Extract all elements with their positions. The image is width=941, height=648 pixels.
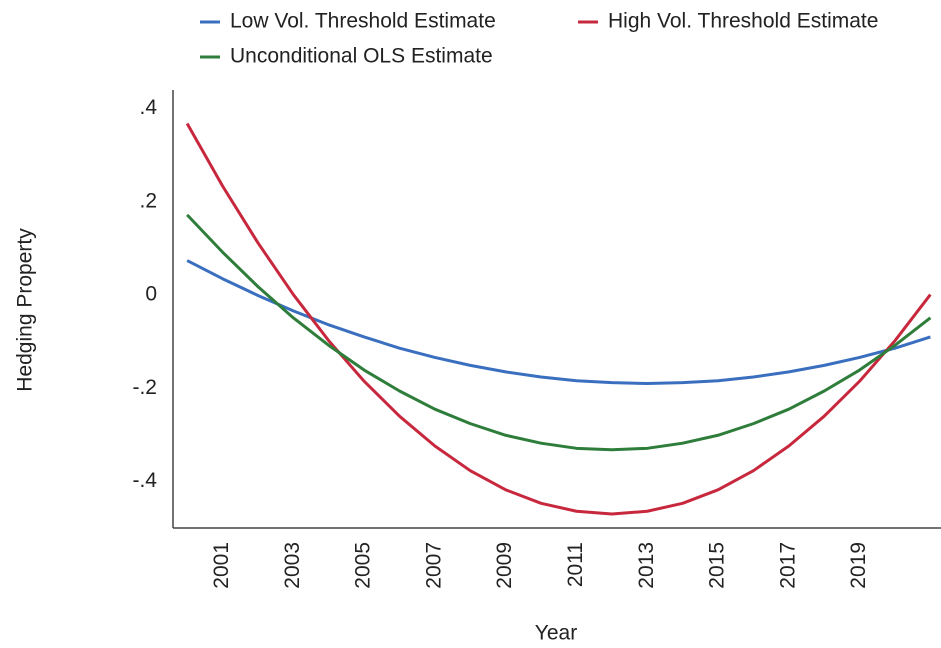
- legend-label: High Vol. Threshold Estimate: [608, 10, 878, 33]
- legend-label: Low Vol. Threshold Estimate: [230, 10, 496, 33]
- x-tick-label: 2013: [635, 542, 658, 589]
- y-tick-label: .4: [139, 96, 157, 119]
- series-line: [186, 213, 932, 452]
- x-tick-label: 2007: [422, 542, 445, 589]
- x-tick-label: 2011: [564, 542, 587, 587]
- y-tick-label: 0: [145, 283, 157, 306]
- x-tick-label: 2019: [847, 542, 870, 589]
- series-line: [185, 122, 932, 516]
- y-tick-label: -.2: [132, 376, 157, 399]
- y-axis-label: Hedging Property: [14, 228, 37, 392]
- x-tick-label: 2009: [493, 542, 516, 589]
- x-tick-label: 2005: [352, 542, 375, 589]
- y-tick-label: .2: [139, 189, 157, 212]
- legend-label: Unconditional OLS Estimate: [230, 45, 493, 68]
- x-tick-label: 2003: [281, 542, 304, 589]
- x-tick-label: 2001: [210, 542, 233, 589]
- x-tick-label: 2015: [706, 542, 729, 589]
- y-tick-label: -.4: [132, 469, 157, 492]
- x-axis-label: Year: [535, 622, 577, 645]
- x-tick-label: 2017: [776, 542, 799, 589]
